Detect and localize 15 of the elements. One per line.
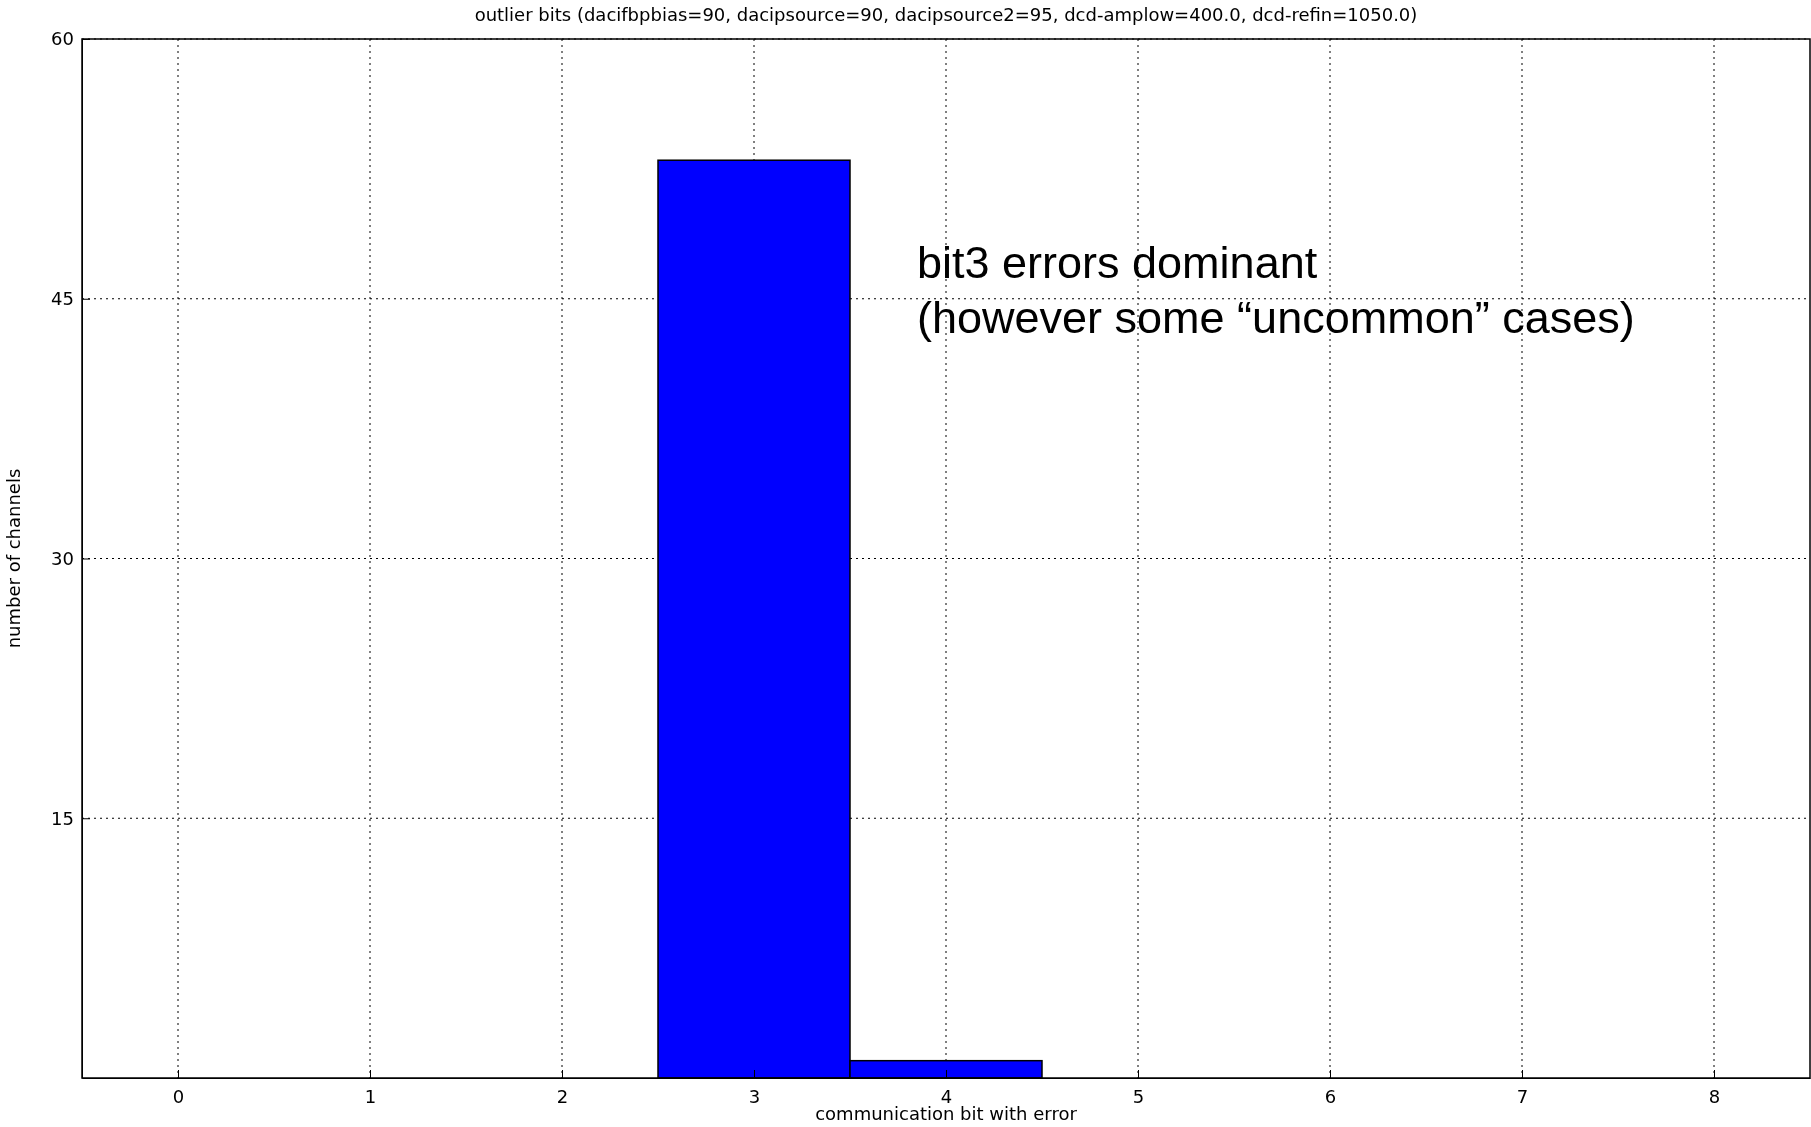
y-tick-label: 60 (51, 28, 74, 50)
x-tick-label: 0 (172, 1085, 185, 1107)
x-tick-label: 5 (1132, 1085, 1145, 1107)
x-tick-label: 2 (556, 1085, 569, 1107)
y-tick-label: 30 (51, 547, 74, 569)
y-tick-label: 15 (51, 807, 74, 829)
x-tick-label: 3 (748, 1085, 761, 1107)
y-axis-title: number of channels (3, 468, 24, 649)
y-tick-label: 45 (51, 288, 74, 310)
annotation: bit3 errors dominant (however some “uncommon” cases) (917, 237, 1635, 343)
x-tick-label: 6 (1324, 1085, 1337, 1107)
x-tick-label: 7 (1516, 1085, 1529, 1107)
x-tick-label: 1 (364, 1085, 377, 1107)
chart-title: outlier bits (dacifbpbias=90, dacipsource=90, dacipsource2=95, dcd-amplow=400.0, dcd-refin=1050.0) (474, 4, 1418, 25)
x-tick-label: 8 (1708, 1085, 1721, 1107)
